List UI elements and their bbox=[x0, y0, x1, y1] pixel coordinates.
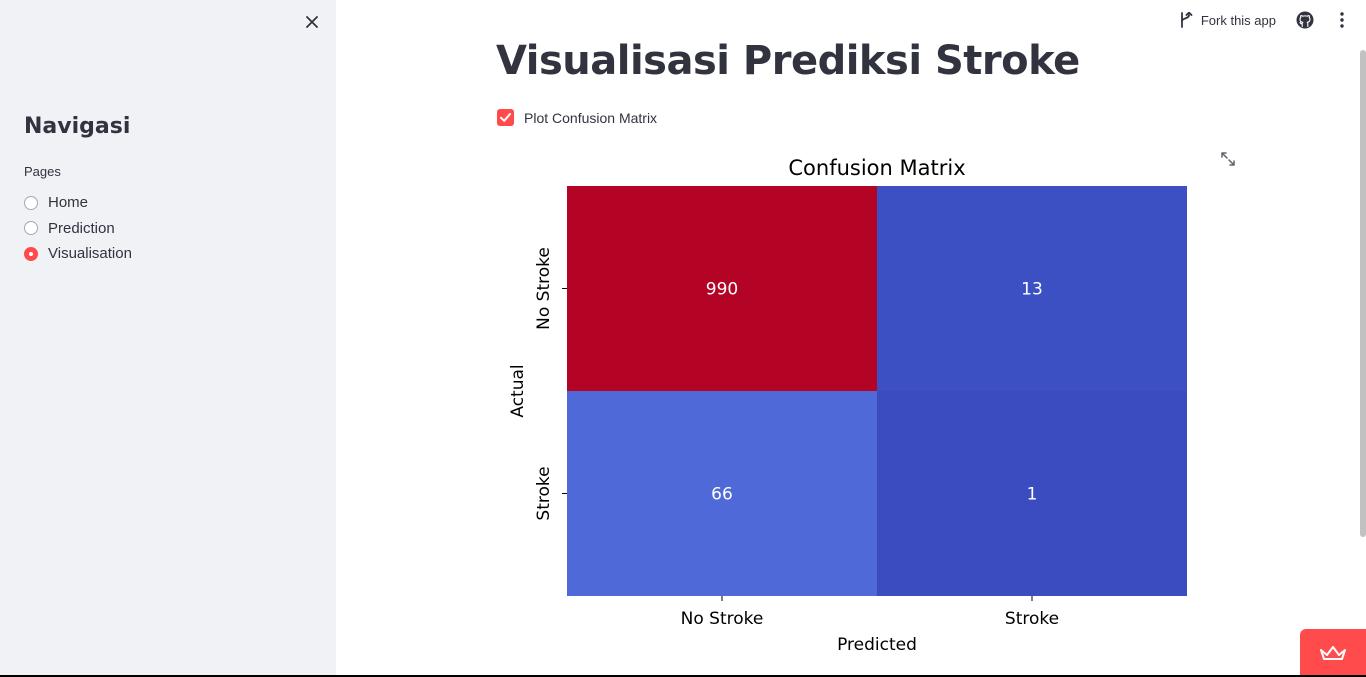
cell-value-label: 990 bbox=[706, 280, 738, 300]
checkbox-label: Plot Confusion Matrix bbox=[524, 109, 658, 126]
expand-icon bbox=[1221, 152, 1235, 166]
y-tick-label: Stroke bbox=[534, 466, 554, 520]
heatmap-cell bbox=[567, 186, 877, 391]
sidebar: Navigasi Pages Home Prediction Visualisa… bbox=[0, 0, 336, 677]
radio-button[interactable] bbox=[24, 221, 38, 236]
scrollbar[interactable] bbox=[1360, 50, 1366, 537]
sidebar-title: Navigasi bbox=[24, 114, 131, 139]
radio-label: Home bbox=[48, 194, 89, 212]
confusion-matrix-chart: Confusion Matrix 990 13 66 1 No Stroke Stroke N… bbox=[508, 156, 1187, 655]
checkbox-checked[interactable] bbox=[497, 109, 514, 126]
heatmap-cell bbox=[877, 391, 1187, 596]
streamlit-badge[interactable] bbox=[1300, 629, 1366, 677]
fork-app-label: Fork this app bbox=[1200, 12, 1276, 28]
heatmap-cell bbox=[877, 186, 1187, 391]
radio-label: Visualisation bbox=[48, 245, 132, 263]
radio-label: Prediction bbox=[48, 219, 115, 237]
cell-value-label: 1 bbox=[1027, 485, 1038, 505]
x-axis-label: Predicted bbox=[837, 635, 917, 655]
more-vertical-icon bbox=[1340, 12, 1344, 28]
y-tick-label: No Stroke bbox=[534, 247, 554, 330]
github-icon bbox=[1296, 11, 1314, 29]
y-axis-label: Actual bbox=[508, 364, 528, 417]
bottom-border bbox=[0, 675, 1366, 677]
page-radio-group: Home Prediction Visualisation bbox=[24, 190, 132, 267]
close-icon bbox=[306, 16, 318, 28]
checkmark-icon bbox=[500, 113, 511, 122]
cell-value-label: 13 bbox=[1021, 280, 1043, 300]
x-tick-label: No Stroke bbox=[681, 609, 764, 629]
radio-option-home[interactable]: Home bbox=[24, 190, 132, 216]
cell-value-label: 66 bbox=[711, 485, 733, 505]
radio-option-prediction[interactable]: Prediction bbox=[24, 216, 132, 242]
radio-button-selected[interactable] bbox=[24, 246, 38, 261]
fork-icon bbox=[1180, 12, 1193, 28]
chart-title: Confusion Matrix bbox=[788, 156, 965, 180]
page-title: Visualisasi Prediksi Stroke bbox=[496, 38, 1080, 84]
radio-button[interactable] bbox=[24, 195, 38, 210]
fork-app-button[interactable]: Fork this app bbox=[1179, 12, 1276, 28]
fullscreen-button[interactable] bbox=[1220, 151, 1236, 167]
main-menu-button[interactable] bbox=[1334, 11, 1350, 29]
plot-confusion-matrix-checkbox[interactable]: Plot Confusion Matrix bbox=[497, 109, 657, 126]
crown-icon bbox=[1320, 646, 1346, 660]
x-tick-label: Stroke bbox=[1005, 609, 1059, 629]
github-button[interactable] bbox=[1296, 11, 1314, 29]
header-actions: Fork this app bbox=[1179, 8, 1350, 32]
heatmap-cell bbox=[567, 391, 877, 596]
pages-label: Pages bbox=[24, 164, 61, 179]
close-sidebar-button[interactable] bbox=[302, 12, 322, 32]
radio-option-visualisation[interactable]: Visualisation bbox=[24, 241, 132, 267]
